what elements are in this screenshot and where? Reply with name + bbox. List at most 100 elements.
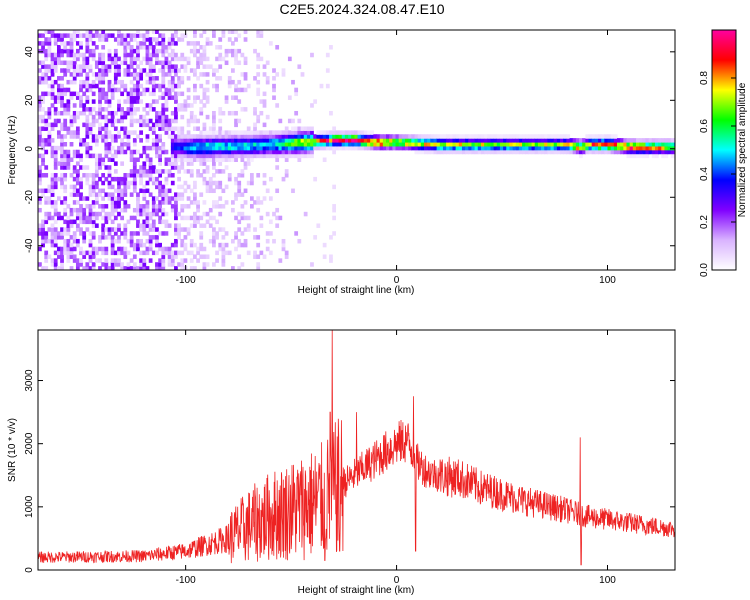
heatmap-cell (170, 142, 175, 147)
heatmap-cell (158, 246, 162, 252)
heatmap-cell (645, 145, 650, 151)
heatmap-cell (575, 149, 580, 155)
heatmap-cell (566, 138, 571, 143)
heatmap-cell (151, 68, 156, 73)
heatmap-cell (53, 262, 58, 267)
heatmap-cell (594, 149, 599, 155)
heatmap-cell (120, 33, 125, 38)
heatmap-cell (170, 126, 175, 131)
heatmap-cell (180, 149, 185, 155)
heatmap-cell (395, 138, 400, 143)
heatmap-cell (300, 145, 305, 151)
heatmap-cell (139, 130, 144, 135)
heatmap-cell (120, 262, 125, 267)
heatmap-cell (218, 130, 223, 135)
heatmap-cell (509, 149, 514, 155)
heatmap-cell (50, 180, 55, 186)
heatmap-cell (246, 134, 251, 139)
heatmap-cell (38, 95, 42, 100)
heatmap-cell (136, 95, 140, 100)
heatmap-cell (300, 153, 305, 159)
heatmap-cell (132, 118, 137, 124)
heatmap-cell (75, 192, 80, 197)
heatmap-cell (44, 91, 49, 97)
heatmap-cell (319, 145, 324, 151)
heatmap-cell (212, 130, 216, 135)
heatmap-cell (278, 130, 283, 135)
heatmap-cell (205, 145, 210, 151)
heatmap-cell (148, 56, 153, 62)
heatmap-cell (499, 134, 504, 139)
heatmap-cell (598, 145, 602, 151)
heatmap-cell (161, 169, 166, 174)
heatmap-cell (38, 76, 42, 81)
heatmap-cell (79, 153, 83, 159)
heatmap-cell (145, 238, 150, 244)
heatmap-cell (41, 79, 45, 85)
heatmap-cell (129, 103, 134, 108)
heatmap-cell (487, 149, 492, 155)
heatmap-cell (202, 122, 207, 128)
heatmap-cell (82, 250, 87, 256)
heatmap-cell (196, 215, 200, 221)
heatmap-cell (170, 242, 175, 248)
heatmap-cell (386, 138, 390, 143)
heatmap-cell (101, 262, 106, 267)
heatmap-cell (44, 52, 49, 58)
heatmap-cell (75, 41, 80, 46)
heatmap-cell (189, 48, 194, 54)
heatmap-cell (189, 250, 194, 256)
heatmap-cell (82, 165, 87, 170)
heatmap-cell (145, 231, 150, 236)
heatmap-cell (186, 145, 191, 151)
heatmap-cell (193, 200, 197, 205)
heatmap-cell (88, 68, 93, 73)
heatmap-cell (256, 72, 261, 77)
heatmap-cell (515, 149, 520, 155)
heatmap-cell (376, 134, 381, 139)
heatmap-cell (53, 161, 58, 166)
heatmap-cell (306, 138, 311, 143)
heatmap-cell (604, 134, 609, 139)
heatmap-cell (275, 215, 280, 221)
heatmap-cell (167, 262, 172, 267)
heatmap-cell (632, 153, 637, 159)
heatmap-cell (155, 48, 159, 54)
heatmap-cell (661, 142, 666, 147)
heatmap-cell (651, 138, 656, 143)
heatmap-cell (101, 196, 106, 201)
heatmap-cell (196, 207, 200, 213)
heatmap-cell (110, 184, 115, 190)
heatmap-cell (212, 227, 216, 232)
heatmap-cell (142, 145, 147, 151)
heatmap-cell (186, 227, 191, 232)
heatmap-cell (91, 99, 96, 104)
heatmap-cell (329, 45, 333, 50)
heatmap-cell (47, 215, 52, 221)
heatmap-cell (262, 196, 267, 201)
heatmap-cell (183, 68, 188, 73)
heatmap-cell (256, 30, 261, 34)
heatmap-cell (370, 138, 374, 143)
heatmap-cell (196, 145, 200, 151)
heatmap-cell (487, 134, 492, 139)
heatmap-cell (598, 149, 602, 155)
heatmap-cell (313, 176, 318, 182)
heatmap-cell (101, 173, 106, 178)
heatmap-cell (560, 145, 564, 151)
heatmap-cell (560, 134, 564, 139)
heatmap-cell (518, 134, 523, 139)
heatmap-cell (275, 45, 280, 50)
heatmap-cell (344, 138, 349, 143)
heatmap-cell (56, 134, 61, 139)
heatmap-cell (493, 134, 498, 139)
heatmap-cell (180, 107, 185, 112)
heatmap-cell (208, 126, 213, 131)
heatmap-cell (221, 250, 226, 256)
heatmap-cell (120, 161, 125, 166)
heatmap-cell (183, 180, 188, 186)
heatmap-cell (230, 41, 235, 46)
heatmap-cell (38, 207, 42, 213)
heatmap-cell (268, 41, 273, 46)
heatmap-cell (306, 142, 311, 147)
